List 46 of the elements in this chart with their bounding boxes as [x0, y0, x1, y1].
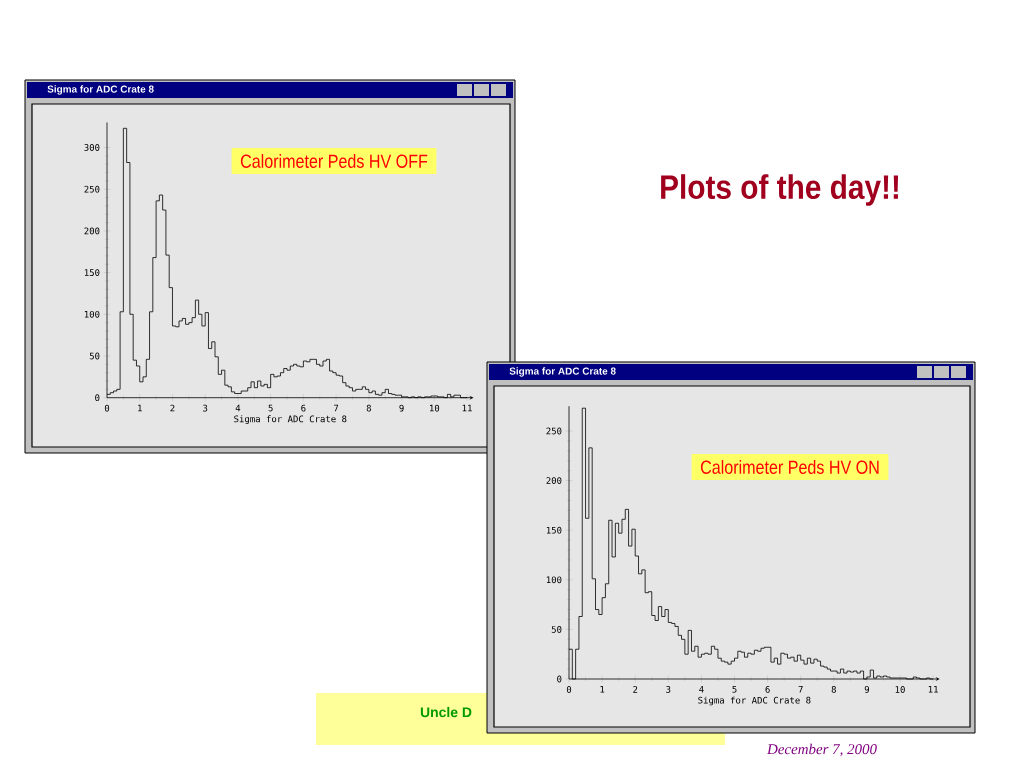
y-tick-label: 300	[84, 144, 100, 151]
y-tick-label: 50	[551, 626, 562, 633]
y-tick-label: 250	[84, 185, 100, 193]
x-tick-label: 9	[399, 404, 404, 412]
y-tick-label: 0	[557, 675, 562, 683]
x-tick-label: 3	[666, 686, 671, 693]
x-tick-label: 6	[301, 404, 306, 412]
x-tick-label: 1	[600, 686, 605, 693]
x-tick-label: 0	[566, 686, 572, 693]
text: Uncle D	[420, 706, 472, 718]
x-tick-label: 2	[633, 686, 638, 693]
x-tick-label: 11	[462, 404, 472, 412]
y-tick-label: 0	[95, 394, 100, 402]
x-tick-label: 7	[798, 686, 803, 693]
x-tick-label: 4	[699, 686, 704, 693]
chart-title: Sigma for ADC Crate 8	[47, 85, 154, 95]
y-tick-label: 50	[89, 352, 100, 360]
x-tick-label: 11	[928, 686, 938, 693]
x-tick-label: 5	[732, 686, 737, 693]
y-tick-label: 200	[546, 477, 562, 484]
text: December 7, 2000	[766, 743, 877, 757]
x-tick-label: 4	[235, 404, 241, 412]
x-tick-label: 10	[429, 404, 440, 412]
y-tick-label: 150	[84, 269, 100, 276]
y-tick-label: 250	[546, 427, 562, 435]
x-tick-label: 2	[170, 404, 175, 412]
x-tick-label: 10	[895, 686, 905, 693]
x-tick-label: 5	[268, 404, 273, 412]
y-tick-label: 100	[84, 310, 100, 318]
x-tick-label: 0	[104, 404, 110, 412]
x-tick-label: 8	[831, 686, 836, 693]
text: Calorimeter Peds HV OFF	[240, 154, 428, 168]
x-tick-label: 1	[138, 404, 142, 412]
x-tick-label: 6	[765, 686, 770, 693]
y-tick-label: 100	[546, 576, 562, 584]
text: Plots of the day!!	[661, 174, 899, 206]
chart-title: Sigma for ADC Crate 8	[509, 367, 616, 377]
y-tick-label: 200	[84, 227, 100, 235]
x-tick-label: 9	[864, 686, 870, 693]
x-axis-title: Sigma for ADC Crate 8	[234, 415, 347, 425]
x-tick-label: 3	[203, 404, 208, 412]
x-tick-label: 8	[366, 404, 371, 412]
y-tick-label: 150	[546, 526, 562, 534]
text: Calorimeter Peds HV ON	[700, 460, 879, 474]
x-axis-title: Sigma for ADC Crate 8	[698, 696, 811, 706]
x-tick-label: 7	[334, 404, 339, 412]
